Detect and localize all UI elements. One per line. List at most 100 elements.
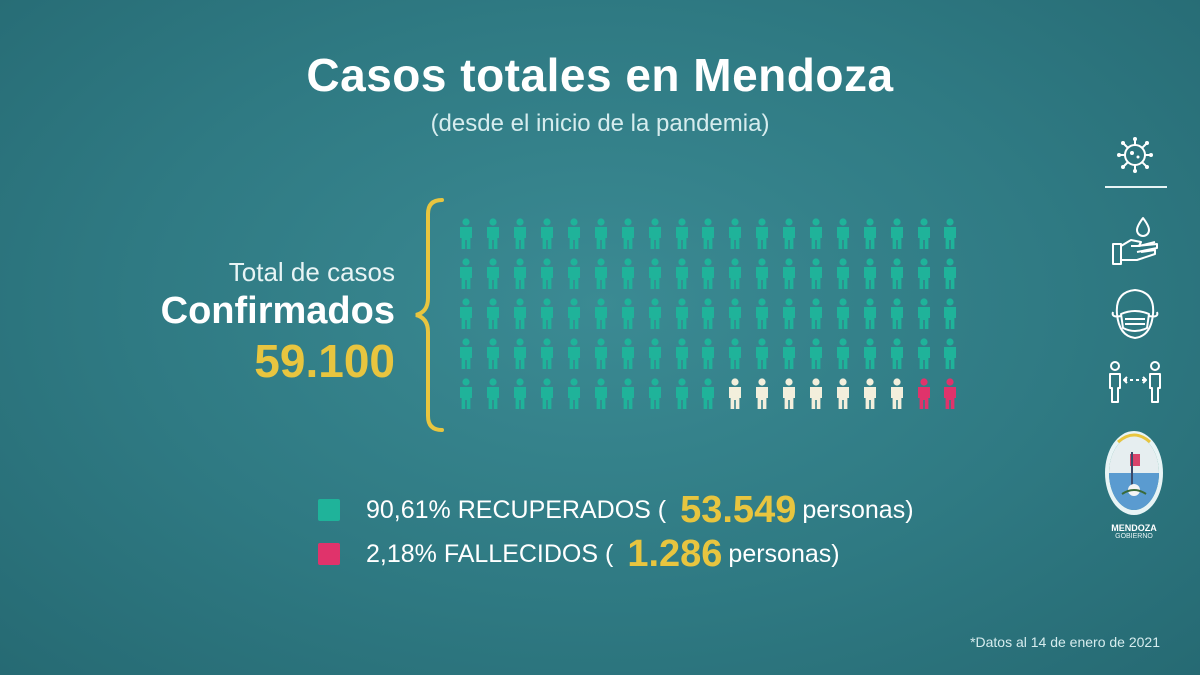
person-recovered-icon bbox=[776, 258, 803, 290]
person-recovered-icon bbox=[561, 298, 588, 330]
person-recovered-icon bbox=[453, 378, 480, 410]
person-recovered-icon bbox=[722, 218, 749, 250]
person-recovered-icon bbox=[561, 378, 588, 410]
person-recovered-icon bbox=[695, 298, 722, 330]
person-recovered-icon bbox=[883, 258, 910, 290]
person-recovered-icon bbox=[829, 338, 856, 370]
person-recovered-icon bbox=[614, 338, 641, 370]
person-recovered-icon bbox=[883, 338, 910, 370]
person-recovered-icon bbox=[641, 258, 668, 290]
person-recovered-icon bbox=[910, 258, 937, 290]
person-recovered-icon bbox=[937, 298, 964, 330]
person-recovered-icon bbox=[776, 218, 803, 250]
person-recovered-icon bbox=[668, 338, 695, 370]
person-recovered-icon bbox=[480, 298, 507, 330]
recovered-percent: 90,61% RECUPERADOS ( bbox=[366, 495, 667, 524]
confirmed-value: 59.100 bbox=[254, 335, 395, 387]
icon-divider bbox=[1105, 186, 1167, 188]
mendoza-government-logo: MENDOZA GOBIERNO bbox=[1098, 428, 1170, 541]
person-recovered-icon bbox=[614, 378, 641, 410]
person-recovered-icon bbox=[480, 338, 507, 370]
people-row bbox=[453, 218, 978, 258]
person-recovered-icon bbox=[803, 258, 830, 290]
people-row bbox=[453, 338, 978, 378]
person-active-icon bbox=[776, 378, 803, 410]
people-row bbox=[453, 258, 978, 298]
person-recovered-icon bbox=[695, 338, 722, 370]
recovered-number: 53.549 bbox=[680, 488, 797, 531]
person-recovered-icon bbox=[453, 258, 480, 290]
mendoza-shield-icon bbox=[1105, 431, 1163, 515]
person-recovered-icon bbox=[480, 258, 507, 290]
person-recovered-icon bbox=[910, 218, 937, 250]
person-recovered-icon bbox=[587, 378, 614, 410]
person-recovered-icon bbox=[722, 338, 749, 370]
legend: 90,61% RECUPERADOS ( 53.549 personas) 2,… bbox=[318, 488, 914, 576]
person-recovered-icon bbox=[587, 218, 614, 250]
person-recovered-icon bbox=[614, 218, 641, 250]
person-recovered-icon bbox=[668, 298, 695, 330]
person-recovered-icon bbox=[534, 218, 561, 250]
deceased-number: 1.286 bbox=[627, 532, 723, 575]
person-recovered-icon bbox=[587, 298, 614, 330]
person-active-icon bbox=[722, 378, 749, 410]
person-recovered-icon bbox=[561, 338, 588, 370]
person-recovered-icon bbox=[937, 258, 964, 290]
person-recovered-icon bbox=[587, 338, 614, 370]
person-recovered-icon bbox=[937, 338, 964, 370]
total-cases-label: Total de casos bbox=[228, 257, 395, 287]
person-recovered-icon bbox=[534, 378, 561, 410]
social-distance-icon bbox=[1100, 358, 1170, 408]
person-recovered-icon bbox=[695, 378, 722, 410]
person-recovered-icon bbox=[641, 298, 668, 330]
person-recovered-icon bbox=[722, 298, 749, 330]
person-recovered-icon bbox=[561, 258, 588, 290]
person-recovered-icon bbox=[507, 378, 534, 410]
person-recovered-icon bbox=[695, 218, 722, 250]
person-recovered-icon bbox=[776, 338, 803, 370]
person-recovered-icon bbox=[776, 298, 803, 330]
virus-icon bbox=[1100, 132, 1170, 178]
person-recovered-icon bbox=[453, 298, 480, 330]
person-active-icon bbox=[803, 378, 830, 410]
person-recovered-icon bbox=[910, 338, 937, 370]
person-recovered-icon bbox=[937, 218, 964, 250]
page-subtitle: (desde el inicio de la pandemia) bbox=[430, 110, 770, 137]
person-recovered-icon bbox=[910, 298, 937, 330]
person-recovered-icon bbox=[668, 258, 695, 290]
person-recovered-icon bbox=[641, 218, 668, 250]
legend-recovered: 90,61% RECUPERADOS ( 53.549 personas) bbox=[318, 488, 914, 532]
person-deceased-icon bbox=[937, 378, 964, 410]
people-icon-grid bbox=[453, 218, 978, 418]
person-recovered-icon bbox=[829, 298, 856, 330]
person-deceased-icon bbox=[910, 378, 937, 410]
person-active-icon bbox=[856, 378, 883, 410]
person-recovered-icon bbox=[480, 218, 507, 250]
person-recovered-icon bbox=[534, 258, 561, 290]
person-recovered-icon bbox=[695, 258, 722, 290]
page-title: Casos totales en Mendoza bbox=[306, 49, 894, 101]
person-recovered-icon bbox=[614, 298, 641, 330]
person-recovered-icon bbox=[641, 378, 668, 410]
person-recovered-icon bbox=[507, 298, 534, 330]
person-recovered-icon bbox=[803, 218, 830, 250]
hand-wash-icon bbox=[1100, 214, 1170, 270]
confirmed-label: Confirmados bbox=[160, 290, 395, 332]
person-recovered-icon bbox=[561, 218, 588, 250]
people-row bbox=[453, 298, 978, 338]
people-row bbox=[453, 378, 978, 418]
face-mask-icon bbox=[1100, 284, 1170, 344]
recovered-swatch bbox=[318, 499, 340, 521]
person-recovered-icon bbox=[641, 338, 668, 370]
person-active-icon bbox=[883, 378, 910, 410]
deceased-swatch bbox=[318, 543, 340, 565]
total-cases-block: Total de casos Confirmados 59.100 bbox=[110, 255, 395, 389]
legend-deceased: 2,18% FALLECIDOS ( 1.286 personas) bbox=[318, 532, 914, 576]
person-recovered-icon bbox=[587, 258, 614, 290]
deceased-percent: 2,18% FALLECIDOS ( bbox=[366, 539, 614, 568]
person-recovered-icon bbox=[883, 298, 910, 330]
person-active-icon bbox=[749, 378, 776, 410]
deceased-suffix: personas) bbox=[728, 539, 840, 568]
person-recovered-icon bbox=[453, 218, 480, 250]
person-recovered-icon bbox=[803, 298, 830, 330]
